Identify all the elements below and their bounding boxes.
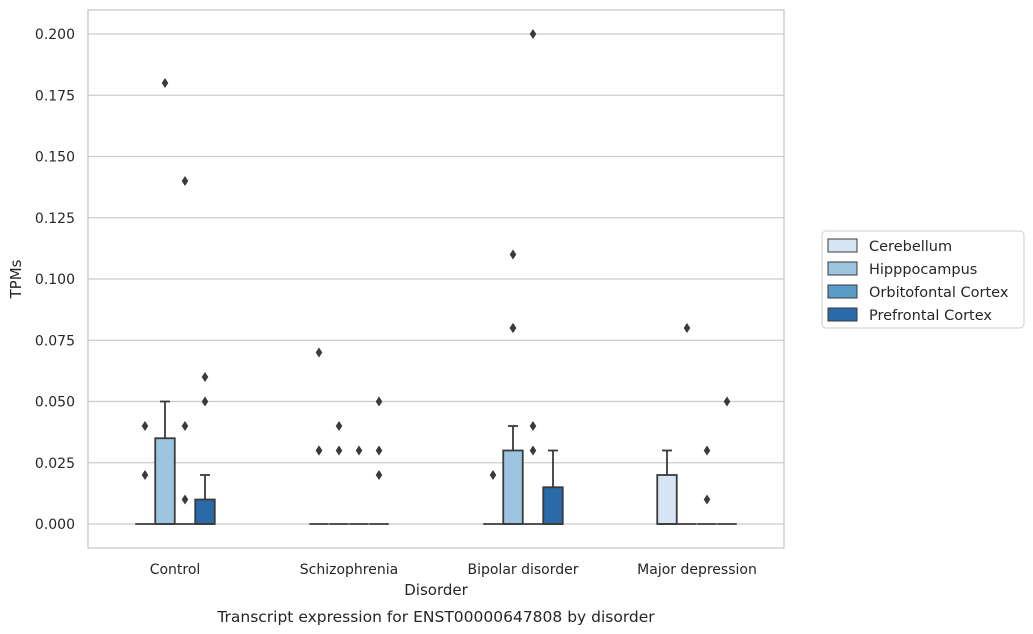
x-tick-label: Schizophrenia: [300, 562, 398, 578]
outlier-point: [201, 372, 209, 382]
x-tick-label: Bipolar disorder: [467, 562, 578, 578]
outlier-point: [181, 421, 189, 431]
x-axis-label: Disorder: [404, 581, 468, 599]
plot-area-frame: [87, 9, 785, 549]
outlier-point: [529, 29, 537, 39]
x-tick-label: Control: [150, 562, 201, 578]
legend-swatch: [827, 261, 858, 276]
outlier-point: [375, 445, 383, 456]
box-iqr: [656, 474, 678, 525]
y-tick-label: 0.100: [35, 272, 75, 288]
box-cerebellum: [656, 449, 678, 525]
box-iqr: [154, 437, 176, 525]
legend-item: Orbitofontal Cortex: [827, 284, 1009, 301]
legend-frame: [821, 230, 1025, 329]
box-prefrontal-cortex: [194, 474, 216, 525]
legend-label: Prefrontal Cortex: [869, 308, 992, 324]
box-hipppocampus: [154, 400, 176, 525]
outlier-point: [181, 176, 189, 186]
outlier-point: [703, 445, 711, 456]
outlier-point: [161, 78, 169, 88]
outlier-point: [509, 249, 517, 260]
x-tick-labels: Control Schizophrenia Bipolar disorder Majo…: [150, 562, 757, 578]
chart-caption: Transcript expression for ENST0000064780…: [216, 608, 655, 626]
legend-item: Cerebellum: [827, 238, 952, 255]
y-tick-label: 0.075: [35, 333, 75, 349]
outlier-point: [335, 421, 343, 431]
legend-item: Prefrontal Cortex: [827, 307, 992, 324]
box-prefrontal-cortex: [542, 449, 564, 525]
outlier-point: [375, 396, 383, 407]
box-iqr: [542, 486, 564, 525]
legend: Cerebellum Hipppocampus Orbitofontal Corte…: [821, 230, 1025, 329]
outlier-point: [201, 396, 209, 407]
legend-label: Cerebellum: [869, 239, 952, 255]
y-tick-label: 0.175: [35, 88, 75, 104]
outliers-layer: [141, 29, 731, 505]
outlier-point: [355, 445, 363, 456]
legend-label: Hipppocampus: [869, 262, 977, 278]
outlier-point: [489, 470, 497, 480]
y-tick-label: 0.025: [35, 456, 75, 472]
outlier-point: [141, 421, 149, 431]
y-tick-label: 0.200: [35, 27, 75, 43]
y-tick-labels: 0.000 0.025 0.050 0.075 0.100 0.125 0.150 0.175…: [35, 27, 75, 533]
boxes-layer: [135, 400, 737, 525]
y-axis-label: TPMs: [7, 259, 25, 299]
outlier-point: [723, 396, 731, 407]
legend-swatch: [827, 307, 858, 322]
legend-swatch: [827, 284, 858, 299]
legend-item: Hipppocampus: [827, 261, 977, 278]
y-tick-label: 0.050: [35, 395, 75, 411]
legend-swatch: [827, 238, 858, 253]
y-tick-label: 0.000: [35, 517, 75, 533]
outlier-point: [141, 470, 149, 480]
box-iqr: [502, 449, 524, 525]
outlier-point: [181, 494, 189, 505]
outlier-point: [375, 470, 383, 480]
legend-label: Orbitofontal Cortex: [869, 285, 1009, 301]
x-tick-label: Major depression: [637, 562, 757, 578]
outlier-point: [529, 421, 537, 431]
grid-lines: [88, 33, 784, 525]
outlier-point: [315, 347, 323, 358]
outlier-point: [683, 323, 691, 333]
box-hipppocampus: [502, 425, 524, 525]
y-tick-label: 0.150: [35, 150, 75, 166]
outlier-point: [315, 445, 323, 456]
outlier-point: [335, 445, 343, 456]
box-iqr: [194, 498, 216, 525]
y-tick-label: 0.125: [35, 211, 75, 227]
outlier-point: [703, 494, 711, 505]
outlier-point: [509, 323, 517, 333]
outlier-point: [529, 445, 537, 456]
